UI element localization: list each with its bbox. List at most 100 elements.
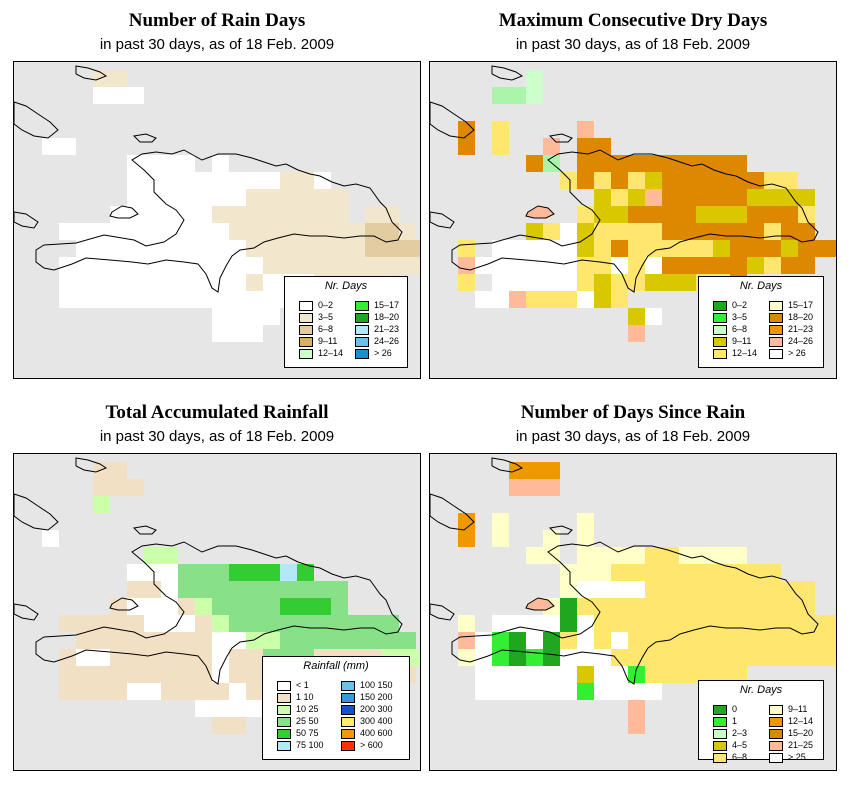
grid-cell xyxy=(526,274,543,291)
grid-cell xyxy=(594,547,611,564)
grid-cell xyxy=(76,615,93,632)
grid-cell xyxy=(560,666,577,683)
grid-cell xyxy=(543,479,560,496)
legend-swatch xyxy=(277,717,291,727)
grid-cell xyxy=(331,615,348,632)
legend-label: 18–20 xyxy=(374,312,400,322)
grid-cell xyxy=(815,649,832,666)
grid-cell xyxy=(144,172,161,189)
grid-cell xyxy=(645,155,662,172)
grid-cell xyxy=(331,632,348,649)
grid-cell xyxy=(628,172,645,189)
grid-cell xyxy=(212,598,229,615)
panel-subtitle: in past 30 days, as of 18 Feb. 2009 xyxy=(515,428,751,445)
grid-cell xyxy=(314,240,331,257)
grid-cell xyxy=(475,632,492,649)
grid-cell xyxy=(93,479,110,496)
legend-swatch xyxy=(341,705,355,715)
legend: Nr. Days 0–2 3–5 6–8 9–11 12–14 15–17 18–20 21–… xyxy=(284,276,408,368)
grid-cell xyxy=(577,632,594,649)
grid-cell xyxy=(263,308,280,325)
grid-cell xyxy=(713,666,730,683)
grid-cell xyxy=(713,649,730,666)
grid-cell xyxy=(178,291,195,308)
grid-cell xyxy=(229,291,246,308)
grid-cell xyxy=(594,564,611,581)
grid-cell xyxy=(611,291,628,308)
grid-cell xyxy=(509,666,526,683)
grid-cell xyxy=(764,189,781,206)
grid-cell xyxy=(263,274,280,291)
grid-cell xyxy=(628,155,645,172)
grid-cell xyxy=(798,581,815,598)
grid-cell xyxy=(730,155,747,172)
grid-cell xyxy=(730,547,747,564)
grid-cell xyxy=(679,598,696,615)
grid-cell xyxy=(526,223,543,240)
grid-cell xyxy=(110,240,127,257)
grid-cell xyxy=(713,240,730,257)
grid-cell xyxy=(212,632,229,649)
coastline-path xyxy=(525,597,555,611)
grid-cell xyxy=(161,615,178,632)
coastline-path xyxy=(430,493,475,531)
coastline-path xyxy=(35,149,403,293)
grid-cell xyxy=(178,615,195,632)
grid-cell xyxy=(492,257,509,274)
grid-cell xyxy=(526,666,543,683)
legend-swatch xyxy=(299,301,313,311)
grid-cell xyxy=(297,240,314,257)
grid-cell xyxy=(628,615,645,632)
grid-cell xyxy=(526,240,543,257)
grid-cell xyxy=(127,291,144,308)
grid-cell xyxy=(764,632,781,649)
grid-cell xyxy=(144,240,161,257)
grid-cell xyxy=(127,615,144,632)
grid-cell xyxy=(144,683,161,700)
grid-cell xyxy=(526,87,543,104)
grid-cell xyxy=(543,666,560,683)
grid-cell xyxy=(144,615,161,632)
grid-cell xyxy=(628,717,645,734)
grid-cell xyxy=(628,666,645,683)
grid-cell xyxy=(526,479,543,496)
grid-cell xyxy=(696,189,713,206)
grid-cell xyxy=(42,530,59,547)
grid-cell xyxy=(492,513,509,530)
grid-cell xyxy=(645,308,662,325)
grid-cell xyxy=(212,155,229,172)
grid-cell xyxy=(263,581,280,598)
grid-cell xyxy=(246,581,263,598)
grid-cell xyxy=(662,206,679,223)
grid-cell xyxy=(696,172,713,189)
legend-label: 6–8 xyxy=(318,324,334,334)
grid-cell xyxy=(645,257,662,274)
legend-swatch xyxy=(713,325,727,335)
grid-cell xyxy=(594,683,611,700)
grid-cell xyxy=(713,581,730,598)
grid-cell xyxy=(365,257,382,274)
grid-cell xyxy=(696,666,713,683)
grid-cell xyxy=(127,257,144,274)
grid-cell xyxy=(458,138,475,155)
legend-swatch xyxy=(713,741,727,751)
grid-cell xyxy=(212,206,229,223)
legend-swatch xyxy=(355,301,369,311)
grid-cell xyxy=(229,325,246,342)
grid-cell xyxy=(713,223,730,240)
grid-cell xyxy=(832,615,836,632)
grid-cell xyxy=(628,308,645,325)
legend-label: 12–14 xyxy=(318,348,344,358)
grid-cell xyxy=(110,666,127,683)
grid-cell xyxy=(297,615,314,632)
grid-cell xyxy=(577,274,594,291)
grid-cell xyxy=(730,564,747,581)
legend-label: 24–26 xyxy=(788,336,814,346)
legend-swatch xyxy=(769,325,783,335)
grid-cell xyxy=(645,547,662,564)
grid-cell xyxy=(229,223,246,240)
legend-swatch xyxy=(713,313,727,323)
grid-cell xyxy=(297,172,314,189)
grid-cell xyxy=(280,223,297,240)
legend-label: 2–3 xyxy=(732,728,748,738)
